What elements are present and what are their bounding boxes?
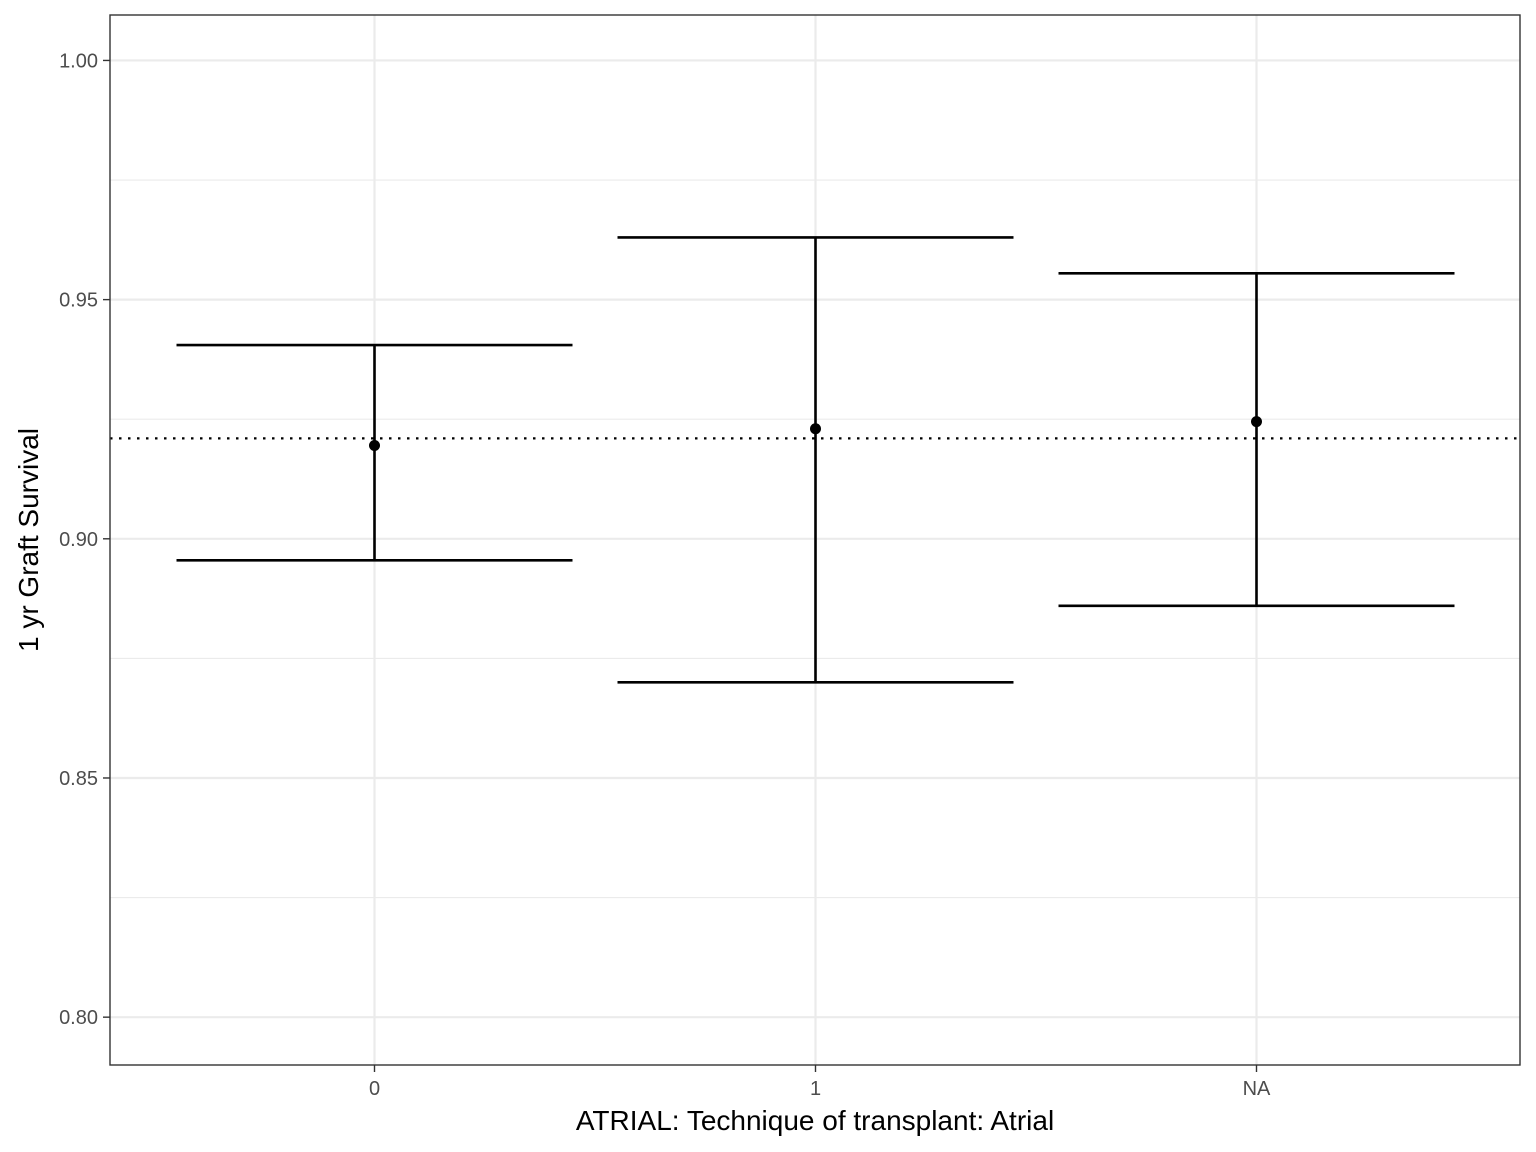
point-estimate	[810, 423, 821, 435]
x-tick-label: 0	[369, 1078, 380, 1100]
gridlines	[110, 15, 1520, 1065]
x-axis-title: ATRIAL: Technique of transplant: Atrial	[576, 1105, 1054, 1136]
y-tick-label: 0.95	[59, 290, 98, 312]
y-tick-label: 0.80	[59, 1007, 98, 1029]
y-tick-label: 1.00	[59, 50, 98, 72]
y-axis-title: 1 yr Graft Survival	[13, 428, 44, 652]
error-bar-NA	[1058, 272, 1455, 608]
x-tick-label: 1	[810, 1078, 821, 1100]
x-tick-label: NA	[1243, 1078, 1271, 1100]
error-bar-1	[617, 236, 1014, 684]
y-tick-label: 0.85	[59, 768, 98, 790]
error-bars	[176, 236, 1455, 684]
error-bar-0	[176, 343, 573, 562]
point-estimate	[1251, 416, 1262, 428]
y-tick-label: 0.90	[59, 529, 98, 551]
axis-ticks: 0.80 0.85 0.90 0.95 1.00 0 1 NA	[59, 50, 1271, 1100]
point-estimate	[369, 440, 380, 452]
